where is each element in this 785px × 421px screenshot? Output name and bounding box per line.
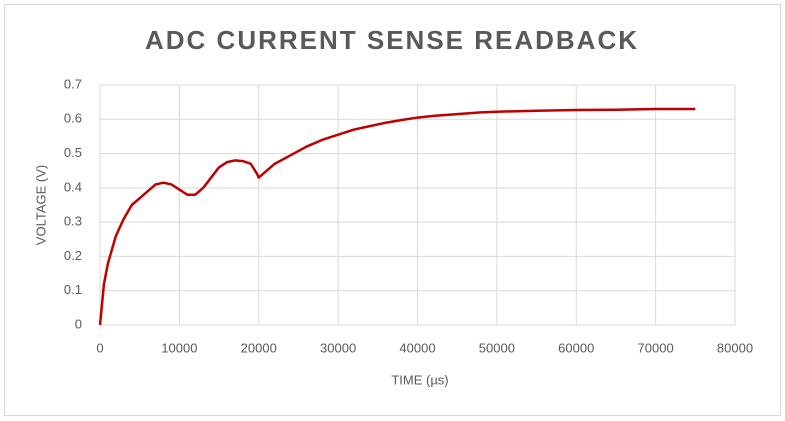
x-tick-label: 70000 <box>638 340 674 355</box>
x-tick-label: 0 <box>96 340 103 355</box>
x-tick-label: 80000 <box>717 340 753 355</box>
chart-title: ADC CURRENT SENSE READBACK <box>145 25 639 55</box>
y-tick-label: 0.4 <box>64 179 82 194</box>
y-tick-label: 0.7 <box>64 76 82 91</box>
y-tick-label: 0.6 <box>64 111 82 126</box>
x-tick-label: 20000 <box>241 340 277 355</box>
x-axis-label: TIME (µs) <box>391 372 448 387</box>
x-tick-label: 10000 <box>161 340 197 355</box>
x-tick-label: 40000 <box>399 340 435 355</box>
line-series <box>98 107 696 326</box>
y-tick-label: 0.5 <box>64 145 82 160</box>
chart-border <box>4 4 781 416</box>
y-tick-label: 0.2 <box>64 248 82 263</box>
x-tick-label: 30000 <box>320 340 356 355</box>
y-tick-label: 0 <box>75 316 82 331</box>
x-tick-label: 60000 <box>558 340 594 355</box>
y-tick-label: 0.3 <box>64 214 82 229</box>
y-axis-label: VOLTAGE (V) <box>33 165 48 245</box>
x-tick-label: 50000 <box>479 340 515 355</box>
y-tick-label: 0.1 <box>64 282 82 297</box>
